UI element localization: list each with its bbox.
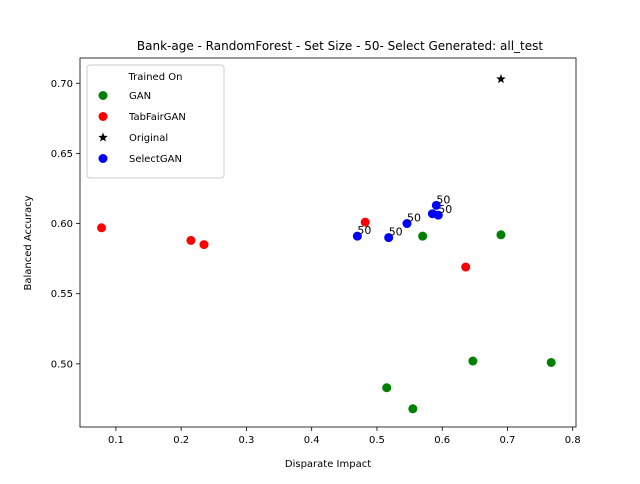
original-point xyxy=(496,74,506,84)
y-tick-label: 0.60 xyxy=(51,219,73,230)
tabfairgan-point xyxy=(461,262,471,272)
gan-point xyxy=(468,356,478,366)
point-annotation: 50 xyxy=(357,224,371,237)
point-annotation: 50 xyxy=(389,226,403,239)
x-tick-label: 0.1 xyxy=(108,435,124,446)
x-tick-label: 0.8 xyxy=(565,435,581,446)
tabfairgan-point xyxy=(97,223,107,233)
gan-point xyxy=(382,383,392,393)
y-tick-label: 0.70 xyxy=(51,79,73,90)
point-annotation: 50 xyxy=(436,193,450,206)
selectgan-point xyxy=(352,231,362,241)
tabfairgan-point xyxy=(186,235,196,245)
legend-label-original: Original xyxy=(129,133,168,144)
x-tick-label: 0.5 xyxy=(369,435,385,446)
legend-marker-original xyxy=(98,132,108,142)
legend-marker-tabfairgan xyxy=(98,112,108,121)
gan-point xyxy=(546,357,556,367)
chart-title: Bank-age - RandomForest - Set Size - 50-… xyxy=(137,39,543,53)
y-tick-label: 0.50 xyxy=(51,359,73,370)
x-tick-label: 0.6 xyxy=(434,435,450,446)
legend-marker-selectgan xyxy=(98,154,108,163)
x-tick-label: 0.4 xyxy=(304,435,320,446)
tabfairgan-point xyxy=(360,217,370,227)
legend-label-selectgan: SelectGAN xyxy=(129,154,182,165)
legend-title: Trained On xyxy=(128,72,183,83)
gan-point xyxy=(496,230,506,240)
point-annotation: 50 xyxy=(438,203,452,216)
y-tick-label: 0.65 xyxy=(51,149,73,160)
plot-area-frame xyxy=(79,57,577,428)
x-tick-label: 0.3 xyxy=(238,435,254,446)
selectgan-point xyxy=(402,219,412,229)
selectgan-point xyxy=(433,210,443,220)
legend-label-tabfairgan: TabFairGAN xyxy=(128,112,186,123)
axis-ticks: 0.1 0.2 0.3 0.4 0.5 0.6 0.7 0.8 0.50 0.55 0.60 0.65… xyxy=(51,79,581,446)
selectgan-point xyxy=(384,233,394,243)
legend-box xyxy=(86,64,225,179)
x-axis-label: Disparate Impact xyxy=(285,459,371,470)
x-tick-label: 0.2 xyxy=(173,435,189,446)
y-tick-label: 0.55 xyxy=(51,289,73,300)
point-annotation: 50 xyxy=(407,212,421,225)
legend-marker-gan xyxy=(98,91,108,100)
selectgan-point xyxy=(431,200,441,210)
y-axis-label: Balanced Accuracy xyxy=(23,195,34,290)
legend: Trained On GAN TabFairGAN Original SelectGAN xyxy=(86,64,225,179)
legend-label-gan: GAN xyxy=(129,91,151,102)
tabfairgan-point xyxy=(199,240,209,250)
x-tick-label: 0.7 xyxy=(500,435,516,446)
gan-point xyxy=(408,404,418,414)
gan-point xyxy=(418,231,428,241)
